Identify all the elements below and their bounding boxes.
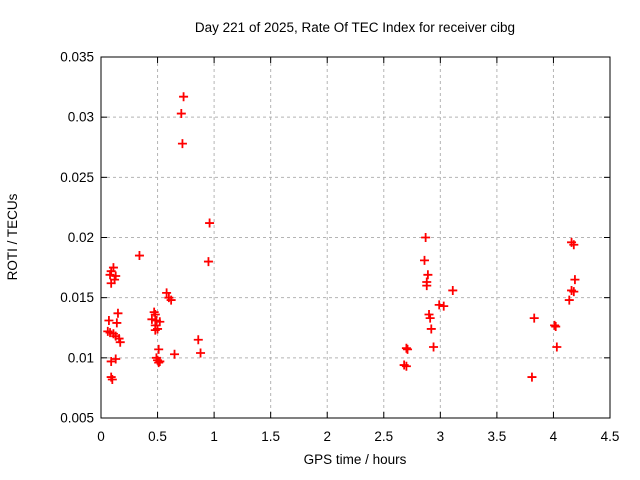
data-point-marker: [205, 218, 215, 228]
x-tick-label: 3: [437, 429, 445, 444]
plot-border: [100, 56, 611, 419]
data-point-marker: [529, 313, 539, 323]
data-point-marker: [176, 109, 186, 119]
data-point-marker: [179, 92, 189, 102]
data-point-marker: [422, 281, 432, 291]
data-point-marker: [401, 343, 411, 353]
data-point-marker: [439, 301, 449, 311]
y-axis-label: ROTI / TECUs: [5, 193, 20, 280]
y-tick-label: 0.01: [68, 350, 94, 365]
data-point-marker: [550, 320, 560, 330]
data-point-marker: [162, 288, 172, 298]
data-point-marker: [154, 358, 164, 368]
data-point-marker: [155, 317, 165, 327]
data-point-marker: [527, 372, 537, 382]
data-point-marker: [106, 278, 116, 288]
data-point-marker: [155, 356, 165, 366]
data-point-marker: [107, 374, 117, 384]
x-tick-label: 0.5: [148, 429, 167, 444]
y-tick-label: 0.005: [60, 411, 94, 426]
data-point-marker: [419, 255, 429, 265]
data-point-marker: [106, 356, 116, 366]
y-tick-label: 0.015: [60, 290, 94, 305]
data-point-marker: [401, 361, 411, 371]
x-tick-label: 0: [97, 429, 105, 444]
data-point-marker: [150, 325, 160, 335]
data-point-marker: [105, 270, 115, 280]
data-point-marker: [552, 342, 562, 352]
data-point-marker: [166, 295, 176, 305]
x-tick-label: 4.5: [601, 429, 620, 444]
data-point-marker: [564, 295, 574, 305]
data-point-marker: [434, 300, 444, 310]
grid-lines: [101, 57, 610, 418]
y-tick-label: 0.025: [60, 170, 94, 185]
data-point-marker: [423, 270, 433, 280]
data-point-marker: [569, 240, 579, 250]
y-tick-label: 0.02: [68, 230, 94, 245]
data-point-marker: [111, 354, 121, 364]
chart-title: Day 221 of 2025, Rate Of TEC Index for r…: [195, 20, 515, 35]
x-tick-label: 2.5: [374, 429, 393, 444]
data-point-marker: [112, 318, 122, 328]
data-point-marker: [425, 313, 435, 323]
data-point-marker: [551, 322, 561, 332]
data-point-marker: [426, 324, 436, 334]
data-point-marker: [154, 344, 164, 354]
data-point-marker: [429, 342, 439, 352]
data-point-marker: [203, 257, 213, 267]
data-point-marker: [147, 314, 157, 324]
data-point-marker: [569, 287, 579, 297]
x-tick-label: 1.5: [261, 429, 280, 444]
y-tick-label: 0.03: [68, 110, 94, 125]
data-point-marker: [150, 310, 160, 320]
data-point-marker: [570, 275, 580, 285]
data-point-marker: [193, 335, 203, 345]
x-tick-label: 1: [210, 429, 218, 444]
data-points: [103, 92, 580, 384]
x-axis-label: GPS time / hours: [304, 452, 407, 467]
data-point-marker: [421, 233, 431, 242]
data-point-marker: [448, 285, 458, 295]
data-point-marker: [113, 308, 123, 318]
y-tick-labels: 0.005 0.01 0.015 0.02 0.025 0.03 0.035: [60, 50, 94, 426]
x-tick-label: 2: [323, 429, 331, 444]
x-tick-label: 3.5: [487, 429, 506, 444]
data-point-marker: [196, 348, 206, 358]
data-point-marker: [403, 344, 413, 354]
data-point-marker: [104, 316, 114, 326]
x-tick-label: 4: [550, 429, 558, 444]
data-point-marker: [115, 337, 125, 347]
x-tick-labels: 0 0.5 1 1.5 2 2.5 3 3.5 4 4.5: [97, 429, 619, 444]
data-point-marker: [170, 349, 180, 359]
data-point-marker: [134, 251, 144, 261]
data-point-marker: [177, 139, 187, 149]
y-tick-label: 0.035: [60, 50, 94, 65]
